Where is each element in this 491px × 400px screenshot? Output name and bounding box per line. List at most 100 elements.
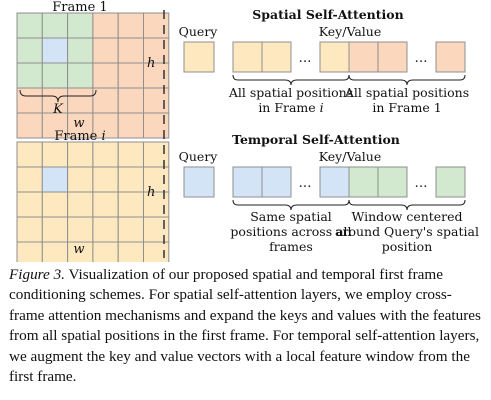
grid-cell [143,12,170,39]
temporal-kv-label: Key/Value [319,149,381,164]
kv-token [435,166,466,198]
temporal-ellipsis-2: … [415,176,428,191]
grid-cell [16,112,43,139]
grid-cell [41,216,69,243]
grid-cell [16,216,43,243]
kv-token [232,41,263,73]
grid-cell [117,216,144,243]
grid-cell [41,12,69,39]
framei-title: Frame i [54,129,105,144]
grid-cell [92,166,119,193]
spatial-brace-frame-1 [348,74,466,86]
grid-cell [92,216,119,243]
temporal-kv-tokens-window [348,166,466,198]
grid-cell [92,87,119,114]
temporal-brace2-line2: around Query's spatial [335,224,479,239]
temporal-brace2-line1: Window centered [351,209,462,224]
grid-cell [41,166,69,193]
kv-token [319,41,350,73]
grid-cell [67,112,94,139]
grid-cell [143,241,170,262]
frame1-height-label: h [147,56,155,71]
grid-cell [16,87,43,114]
grid-cell [92,241,119,262]
frame1-width-label: w [73,116,84,131]
grid-cell [41,37,69,64]
spatial-kv-tokens-frame-1 [348,41,466,73]
grid-cell [117,12,144,39]
grid-cell [16,62,43,89]
temporal-title: Temporal Self-Attention [232,132,400,147]
spatial-brace2-line2: in Frame 1 [372,100,441,115]
spatial-brace2-line1: All spatial positions [344,85,469,100]
temporal-query-label: Query [179,149,219,164]
grid-cell [67,191,94,218]
temporal-brace1-line3: frames [269,239,313,254]
temporal-brace2-line3: position [382,239,433,254]
grid-cell [67,37,94,64]
kv-token [232,166,263,198]
grid-cell [16,166,43,193]
temporal-ellipsis-1: … [299,176,312,191]
temporal-query-token [183,166,215,198]
grid-cell [16,37,43,64]
grid-cell [67,141,94,168]
grid-cell [67,87,94,114]
grid-cell [41,191,69,218]
spatial-ellipsis-1: … [299,51,312,66]
caption-text: Visualization of our proposed spatial an… [9,266,481,386]
temporal-brace1-line1: Same spatial [250,209,332,224]
framei-height-label: h [147,185,155,200]
kv-token [348,41,379,73]
grid-cell [117,112,144,139]
frame1-title: Frame 1 [52,0,107,15]
spatial-title: Spatial Self-Attention [252,7,403,22]
grid-cell [92,12,119,39]
spatial-ellipsis-2: … [415,51,428,66]
temporal-kv-tokens-frames [232,166,350,198]
window-k-brace [19,89,97,103]
kv-token [348,166,379,198]
grid-cell [117,166,144,193]
grid-cell [117,191,144,218]
frame1-grid [16,12,170,139]
grid-cell [92,62,119,89]
grid-cell [143,141,170,168]
grid-cell [16,12,43,39]
grid-cell [117,141,144,168]
attention-diagram: Frame 1 h w K Frame i h w Spatial Self-A… [16,0,479,262]
kv-token [377,166,408,198]
grid-cell [117,37,144,64]
spatial-brace1-line1: All spatial positions [228,85,353,100]
temporal-brace1-line2: positions across all [230,224,351,239]
grid-cell [92,191,119,218]
temporal-brace-window [348,199,466,211]
spatial-brace1-line2: in Frame i [258,100,323,115]
grid-cell [16,141,43,168]
grid-cell [143,87,170,114]
kv-token [319,166,350,198]
temporal-brace-frames [232,199,350,211]
window-k-label: K [52,102,64,117]
kv-token [261,166,292,198]
spatial-kv-label: Key/Value [319,24,381,39]
spatial-query-token [183,41,215,73]
figure-caption: Figure 3. Visualization of our proposed … [9,265,484,387]
kv-token [377,41,408,73]
grid-cell [143,216,170,243]
spatial-query-label: Query [179,24,219,39]
grid-cell [67,166,94,193]
caption-label: Figure 3. [9,266,65,283]
grid-cell [117,241,144,262]
framei-width-label: w [73,242,84,257]
grid-cell [143,112,170,139]
grid-cell [117,87,144,114]
grid-cell [67,12,94,39]
kv-token [435,41,466,73]
grid-cell [117,62,144,89]
spatial-kv-tokens-frame-i [232,41,350,73]
grid-cell [92,141,119,168]
grid-cell [16,191,43,218]
spatial-brace-frame-i [232,74,350,86]
grid-cell [41,141,69,168]
